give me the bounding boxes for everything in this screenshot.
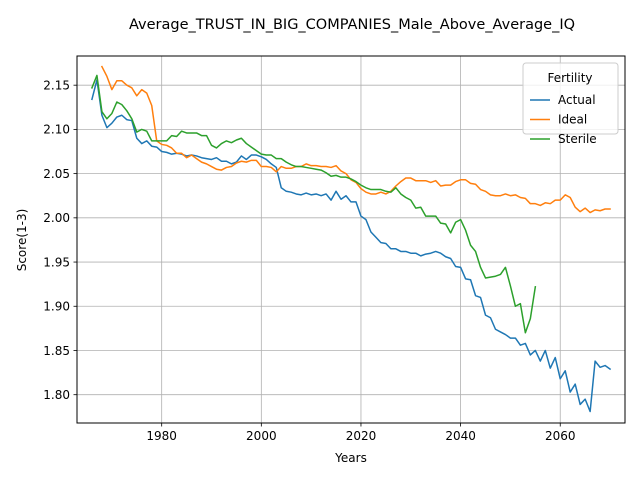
series-lines [90,65,612,413]
legend-box [522,62,619,135]
x-tick-label: 1980 [146,429,177,443]
legend-label-actual: Actual [558,93,596,107]
legend-entries: Actual Ideal Sterile [530,93,597,146]
y-tick-label: 2.05 [43,167,70,181]
y-tick-label: 2.00 [43,211,70,225]
y-tick-label: 2.15 [43,78,70,92]
chart-title: Average_TRUST_IN_BIG_COMPANIES_Male_Abov… [129,17,575,33]
grid-lines [77,56,625,423]
y-tick-label: 1.80 [43,388,70,402]
y-tick-label: 2.10 [43,123,70,137]
series-line-sterile [90,74,537,334]
x-tick-label: 2000 [246,429,277,443]
y-tick-label: 1.95 [43,255,70,269]
plot-frame [76,55,626,424]
y-tick-label: 1.90 [43,300,70,314]
y-axis-ticks: 1.80 1.85 1.90 1.95 2.00 2.05 2.10 2.15 [43,78,77,402]
legend-label-sterile: Sterile [558,132,597,146]
x-tick-label: 2040 [445,429,476,443]
x-axis-label: Years [334,451,367,465]
legend: Fertility Actual Ideal Sterile [522,62,619,146]
y-axis-label: Score(1-3) [15,209,29,272]
x-axis-ticks: 1980 2000 2020 2040 2060 [146,423,576,443]
y-tick-label: 1.85 [43,344,70,358]
legend-label-ideal: Ideal [558,113,587,127]
x-tick-label: 2020 [346,429,377,443]
x-tick-label: 2060 [545,429,576,443]
legend-title: Fertility [547,71,592,85]
